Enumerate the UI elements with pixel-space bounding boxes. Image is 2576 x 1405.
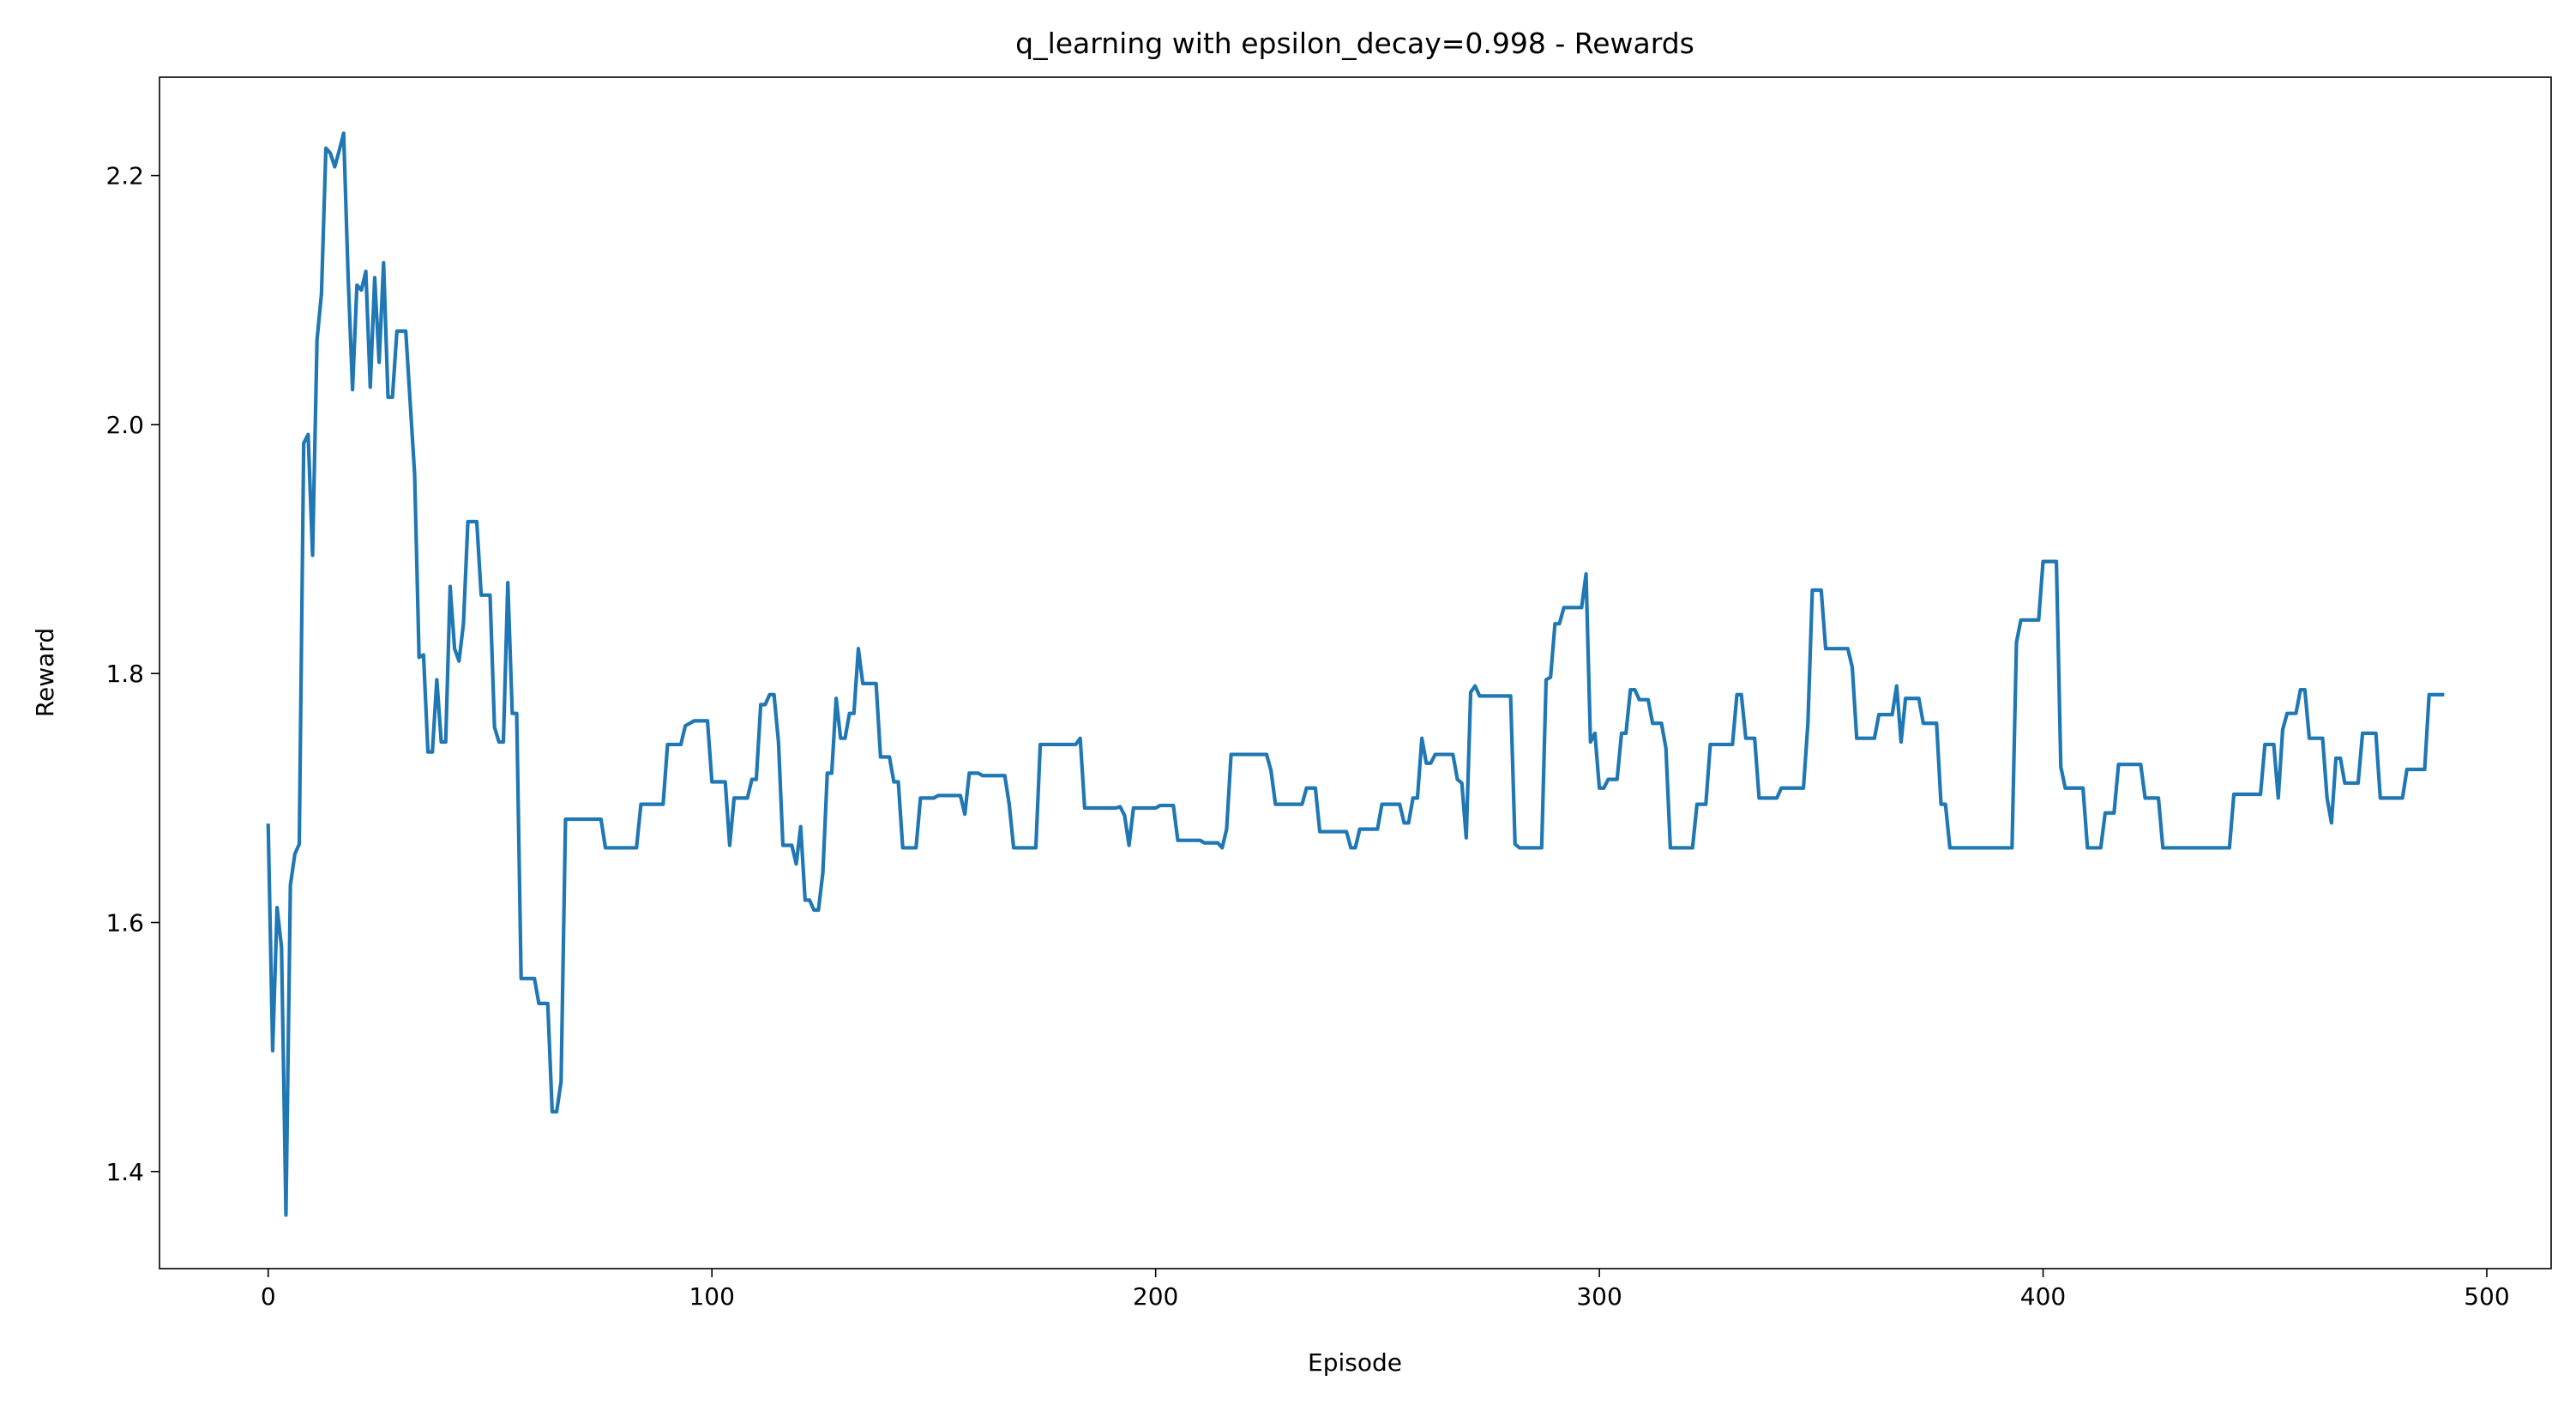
chart-title: q_learning with epsilon_decay=0.998 - Re… [1015, 27, 1694, 60]
y-tick-label: 2.0 [105, 411, 144, 439]
y-tick-label: 1.8 [105, 660, 144, 688]
x-axis-label: Episode [1308, 1348, 1402, 1377]
x-tick-label: 100 [689, 1282, 734, 1311]
x-tick-label: 400 [2020, 1282, 2066, 1311]
y-axis-label: Reward [31, 628, 59, 717]
x-tick-label: 0 [261, 1282, 276, 1311]
data-line [266, 131, 2445, 1217]
x-tick-label: 500 [2464, 1282, 2509, 1311]
y-tick-label: 1.4 [105, 1158, 144, 1186]
x-tick-label: 200 [1133, 1282, 1178, 1311]
y-tick-label: 2.2 [105, 162, 144, 190]
plot-frame [159, 76, 2552, 1269]
y-tick-label: 1.6 [105, 909, 144, 938]
x-tick-label: 300 [1576, 1282, 1622, 1311]
